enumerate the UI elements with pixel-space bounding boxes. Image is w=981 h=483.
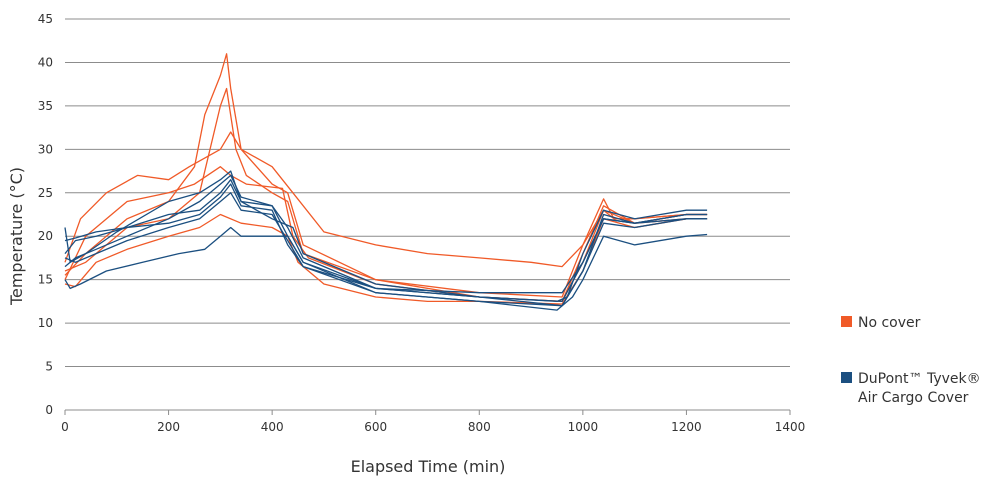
legend: No cover DuPont™ Tyvek® Air Cargo Cover xyxy=(841,315,981,406)
y-tick-label: 45 xyxy=(38,12,53,26)
legend-item-no-cover: No cover xyxy=(841,315,921,331)
y-tick-label: 15 xyxy=(38,273,53,287)
x-tick-labels: 0 200 400 600 800 1000 1200 1400 xyxy=(61,410,805,434)
series-line-2 xyxy=(64,131,708,268)
x-tick-label: 1000 xyxy=(568,420,599,434)
y-tick-label: 25 xyxy=(38,186,53,200)
y-tick-label: 30 xyxy=(38,142,53,156)
series-lines xyxy=(64,53,708,311)
y-tick-label: 40 xyxy=(38,55,53,69)
x-tick-label: 600 xyxy=(364,420,387,434)
x-axis-title: Elapsed Time (min) xyxy=(351,457,506,476)
x-tick-label: 200 xyxy=(157,420,180,434)
series-line-9 xyxy=(64,226,708,311)
y-tick-label: 35 xyxy=(38,99,53,113)
y-axis-title: Temperature (°C) xyxy=(7,167,26,306)
x-tick-label: 800 xyxy=(468,420,491,434)
y-tick-label: 10 xyxy=(38,316,53,330)
x-tick-label: 1400 xyxy=(775,420,806,434)
series-line-10 xyxy=(64,192,708,294)
y-tick-labels: 0 5 10 15 20 25 30 35 40 45 xyxy=(38,12,53,417)
x-tick-label: 1200 xyxy=(671,420,702,434)
y-tick-label: 20 xyxy=(38,229,53,243)
series-line-4 xyxy=(64,213,708,305)
series-line-0 xyxy=(64,53,708,298)
legend-label-tyvek: DuPont™ Tyvek® xyxy=(858,371,981,387)
x-tick-label: 0 xyxy=(61,420,69,434)
legend-label-tyvek-line2: Air Cargo Cover xyxy=(858,390,969,406)
legend-swatch-no-cover xyxy=(841,316,852,327)
legend-swatch-tyvek xyxy=(841,372,852,383)
series-line-8 xyxy=(64,183,708,307)
series-line-7 xyxy=(64,174,708,307)
series-line-3 xyxy=(64,166,708,303)
x-tick-label: 400 xyxy=(261,420,284,434)
legend-item-tyvek: DuPont™ Tyvek® Air Cargo Cover xyxy=(841,371,981,406)
y-tick-label: 0 xyxy=(45,403,53,417)
legend-label-no-cover: No cover xyxy=(858,315,921,331)
y-tick-label: 5 xyxy=(45,360,53,374)
series-line-5 xyxy=(64,170,708,303)
gridlines xyxy=(65,18,790,368)
series-line-6 xyxy=(64,179,708,303)
